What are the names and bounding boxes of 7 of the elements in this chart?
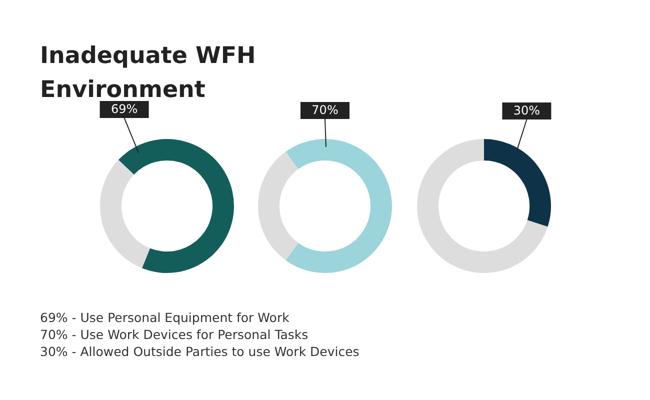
data-label: 69% bbox=[110, 102, 138, 116]
text: 30% - Allowed Outside Parties to use Work Devices bbox=[40, 343, 360, 360]
text: 70% - Use Work Devices for Personal Tasks bbox=[40, 326, 310, 343]
data-label: 70% bbox=[312, 103, 338, 118]
data-label: 30% bbox=[512, 104, 540, 118]
chart-title: Inadequate WFH Environment bbox=[40, 42, 257, 104]
text: 69% - Use Personal Equipment for Work bbox=[40, 309, 290, 326]
